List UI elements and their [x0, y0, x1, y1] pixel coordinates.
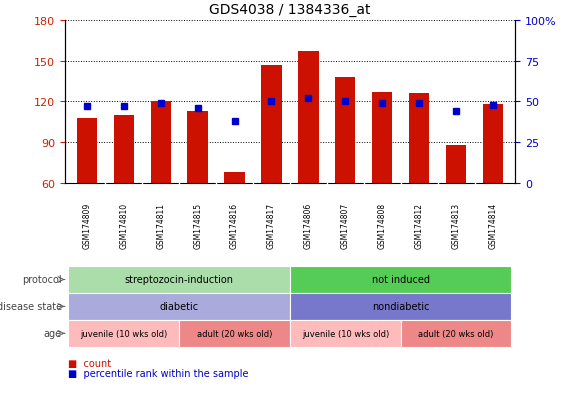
Text: GSM174808: GSM174808 — [378, 202, 387, 248]
Text: GSM174807: GSM174807 — [341, 202, 350, 248]
Text: GSM174810: GSM174810 — [119, 202, 128, 248]
Text: adult (20 wks old): adult (20 wks old) — [197, 329, 272, 338]
Text: age: age — [44, 328, 62, 339]
Bar — [77, 119, 97, 184]
Bar — [150, 102, 171, 184]
Bar — [446, 146, 466, 184]
Bar — [114, 116, 134, 184]
Bar — [298, 52, 319, 184]
Text: ■  percentile rank within the sample: ■ percentile rank within the sample — [68, 368, 248, 378]
Text: juvenile (10 wks old): juvenile (10 wks old) — [80, 329, 167, 338]
Text: not induced: not induced — [372, 275, 430, 285]
Title: GDS4038 / 1384336_at: GDS4038 / 1384336_at — [209, 3, 370, 17]
Text: streptozocin-induction: streptozocin-induction — [124, 275, 234, 285]
Text: adult (20 wks old): adult (20 wks old) — [418, 329, 494, 338]
Bar — [483, 105, 503, 184]
Text: GSM174813: GSM174813 — [452, 202, 461, 248]
Text: juvenile (10 wks old): juvenile (10 wks old) — [302, 329, 389, 338]
Text: nondiabetic: nondiabetic — [372, 301, 430, 312]
Text: GSM174806: GSM174806 — [304, 202, 313, 248]
Bar — [335, 78, 355, 184]
Text: disease state: disease state — [0, 301, 62, 312]
Text: GSM174812: GSM174812 — [415, 202, 424, 248]
Text: GSM174809: GSM174809 — [82, 202, 91, 248]
Text: protocol: protocol — [23, 275, 62, 285]
Text: GSM174816: GSM174816 — [230, 202, 239, 248]
Text: ■  count: ■ count — [68, 358, 111, 368]
Bar — [261, 66, 282, 184]
Text: GSM174814: GSM174814 — [489, 202, 498, 248]
Bar — [187, 112, 208, 184]
Text: GSM174817: GSM174817 — [267, 202, 276, 248]
Text: diabetic: diabetic — [160, 301, 199, 312]
Text: GSM174815: GSM174815 — [193, 202, 202, 248]
Bar — [225, 173, 245, 184]
Text: GSM174811: GSM174811 — [156, 202, 165, 248]
Bar — [409, 94, 430, 184]
Bar — [372, 93, 392, 184]
